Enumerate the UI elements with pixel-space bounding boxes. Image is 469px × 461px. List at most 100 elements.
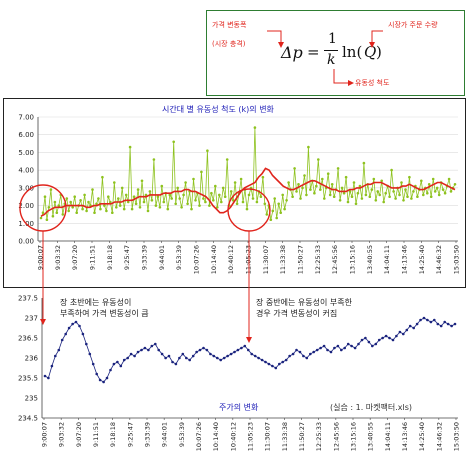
price-series-0-point [343, 346, 347, 350]
liquidity-series-0-point [332, 195, 336, 198]
liquidity-series-0-point [122, 207, 126, 211]
price-series-0-line [44, 317, 456, 383]
price-series-0-point [74, 320, 78, 324]
price-series-0-point [143, 346, 147, 350]
price-series-0-point [295, 348, 298, 352]
formula-box: 가격 변동폭 (시장 충격) 시장가 주문 수량 유동성 척도 Δp = 1 k… [206, 10, 465, 96]
liquidity-series-0-point [275, 216, 279, 220]
liquidity-xtick-label: 10:07:26 [193, 245, 201, 274]
price-xtick-label: 9:53:39 [178, 422, 186, 447]
liquidity-xtick-label: 14:04:11 [383, 245, 391, 274]
annotation-early-line2: 부족하여 가격 변동성이 큼 [60, 309, 149, 318]
liquidity-series-0-point [388, 195, 391, 198]
price-series-0-point [191, 354, 195, 358]
price-series-0-point [57, 348, 61, 352]
liquidity-series-0-point [73, 195, 76, 198]
price-series-0-point [174, 362, 178, 366]
liquidity-series-0-point [103, 204, 106, 207]
price-series-0-point [309, 352, 312, 356]
liquidity-xtick-label: 14:13:46 [401, 245, 409, 274]
liquidity-xtick-label: 9:18:18 [106, 245, 114, 270]
liquidity-series-0-point [380, 179, 384, 183]
liquidity-xtick-label: 11:30:07 [262, 245, 270, 274]
price-xtick-label: 14:13:46 [401, 422, 409, 451]
formula-close-paren: ) [376, 43, 382, 61]
liquidity-series-0-point [287, 181, 290, 184]
price-xtick-label: 9:33:39 [144, 422, 152, 447]
price-series-0-point [240, 346, 243, 350]
liquidity-series-0-point [245, 207, 249, 211]
liquidity-series-0-point [263, 202, 267, 206]
price-series-0-point [329, 350, 333, 354]
liquidity-series-0-point [406, 195, 409, 198]
liquidity-series-0-point [168, 193, 172, 197]
liquidity-series-0-point [453, 183, 457, 186]
price-series-0-point [164, 356, 167, 360]
liquidity-series-0-point [358, 184, 362, 188]
price-series-0-point [433, 318, 436, 322]
price-series-0-point [157, 348, 160, 352]
price-series-0-point [267, 362, 271, 366]
liquidity-series-0-point [142, 200, 146, 204]
formula-denominator: k [327, 52, 336, 68]
liquidity-series-0-point [328, 193, 332, 197]
price-series-0-point [312, 350, 316, 354]
price-series-0-point [122, 358, 126, 362]
liquidity-series-0-point [299, 197, 302, 200]
liquidity-series-0-point [178, 197, 181, 200]
price-series-0-point [112, 362, 116, 366]
liquidity-xtick-label: 9:03:32 [54, 245, 62, 270]
price-series-0-point [398, 330, 402, 334]
liquidity-series-0-point [144, 193, 148, 197]
price-series-0-point [98, 378, 102, 382]
liquidity-series-0-point [65, 197, 69, 200]
formula-arrows [267, 30, 383, 86]
liquidity-series-0-point [301, 186, 304, 190]
price-series-0-point [281, 360, 285, 364]
liquidity-series-0-line [40, 127, 456, 220]
liquidity-series-0-point [441, 188, 445, 191]
liquidity-series-0-point [57, 204, 61, 207]
liquidity-series-0-point [130, 207, 134, 211]
price-change-label: 가격 변동폭 [212, 21, 247, 29]
liquidity-series-0-point [47, 206, 51, 209]
price-series-0-point [185, 356, 188, 360]
price-ytick-label: 236.5 [18, 335, 38, 343]
liquidity-measure-label: 유동성 척도 [355, 79, 390, 87]
liquidity-series-0-point [390, 168, 393, 172]
liquidity-series-0-point [176, 186, 179, 190]
liquidity-series-0-point [218, 193, 221, 197]
price-series-0-point [353, 346, 357, 350]
liquidity-series-0-point [235, 202, 239, 206]
price-series-0-point [209, 352, 212, 356]
liquidity-series-0-point [239, 177, 243, 181]
liquidity-series-0-point [404, 188, 407, 191]
liquidity-series-0-point [416, 195, 419, 198]
price-series-0-point [374, 342, 378, 346]
liquidity-xtick-label: 9:11:51 [89, 245, 97, 270]
liquidity-series-0-point [225, 158, 229, 161]
arrowhead-quantity [369, 42, 375, 48]
liquidity-xtick-label: 11:50:27 [297, 245, 305, 274]
liquidity-xtick-label: 10:40:12 [227, 245, 235, 274]
price-series-0-point [212, 354, 216, 358]
price-xtick-label: 11:50:27 [298, 422, 306, 451]
liquidity-series-0-point [269, 218, 273, 221]
liquidity-series-0-point [251, 197, 255, 200]
market-impact-label: (시장 충격) [212, 40, 246, 48]
liquidity-series-0-point [350, 195, 354, 198]
price-ytick-label: 235.5 [18, 375, 38, 383]
price-xtick-label: 14:46:32 [435, 422, 443, 451]
liquidity-series-0-point [99, 207, 102, 211]
liquidity-series-1-line [40, 167, 456, 217]
price-series-0-point [346, 342, 350, 346]
liquidity-series-0-point [283, 207, 286, 211]
price-series-0-point [253, 354, 257, 358]
formula-numerator: 1 [328, 31, 337, 47]
liquidity-series-0-point [172, 140, 175, 144]
price-series-0-point [236, 348, 240, 352]
price-series-0-point [171, 360, 174, 364]
liquidity-xtick-label: 11:33:38 [279, 245, 287, 274]
liquidity-series-0-point [200, 170, 203, 174]
liquidity-series-0-point [107, 195, 110, 198]
